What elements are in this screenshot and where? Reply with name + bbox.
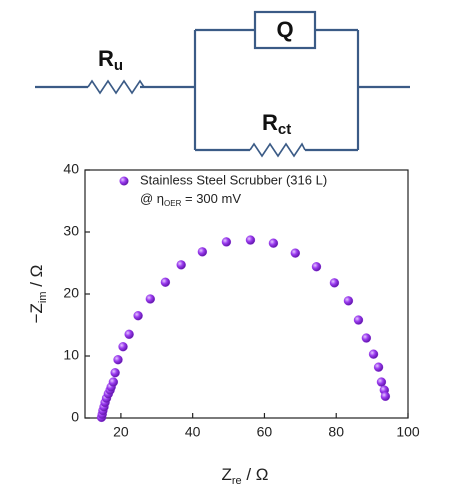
x-tick-label: 40 <box>185 424 201 440</box>
data-point <box>311 262 322 272</box>
data-point <box>145 294 155 304</box>
plot-frame <box>84 169 409 419</box>
y-label-unit: / Ω <box>27 265 46 292</box>
x-tick-label: 60 <box>257 424 273 440</box>
resistor-ru <box>87 79 145 95</box>
y-tick-label: 40 <box>63 161 79 177</box>
rct-sub: ct <box>278 121 291 138</box>
data-point <box>376 377 387 387</box>
q-label: Q <box>276 17 293 42</box>
rct-main: R <box>262 110 278 135</box>
y-tick-label: 20 <box>63 285 79 301</box>
y-label-sub: im <box>37 291 49 303</box>
y-axis-label: −Zim / Ω <box>27 265 48 324</box>
data-point <box>268 238 279 248</box>
annotation-post: = 300 mV <box>181 191 241 206</box>
rct-label: Rct <box>262 110 291 138</box>
x-label-unit: / Ω <box>242 465 269 484</box>
x-tick-label: 20 <box>113 424 129 440</box>
data-point <box>118 342 128 352</box>
x-tick-label: 80 <box>328 424 344 440</box>
x-axis-label: Zre / Ω <box>221 465 268 486</box>
data-point <box>197 247 208 257</box>
ru-sub: u <box>114 57 123 74</box>
data-point <box>110 368 120 378</box>
x-tick-label: 100 <box>396 424 420 440</box>
circuit: Q Ru Rct <box>35 10 410 158</box>
data-point <box>124 329 134 339</box>
legend-marker <box>119 176 129 186</box>
y-tick-label: 10 <box>63 347 79 363</box>
annotation-pre: @ η <box>140 191 164 206</box>
data-point <box>133 311 143 321</box>
y-tick-label: 0 <box>71 409 79 425</box>
resistor-rct <box>249 142 306 158</box>
data-point <box>113 355 123 365</box>
annotation-sub: OER <box>164 199 182 208</box>
data-point <box>353 315 364 325</box>
data-point <box>221 237 232 247</box>
legend-entry: Stainless Steel Scrubber (316 L) <box>140 172 327 187</box>
data-point <box>160 277 171 287</box>
data-point <box>368 349 379 359</box>
y-label-main: −Z <box>27 303 46 323</box>
cpe-box <box>253 10 317 50</box>
data-point <box>176 260 186 270</box>
data-point <box>373 362 384 372</box>
x-label-sub: re <box>232 475 242 487</box>
data-point <box>290 248 300 258</box>
data-point <box>343 296 354 306</box>
annotation: @ ηOER = 300 mV <box>140 191 241 208</box>
ru-label: Ru <box>98 46 123 74</box>
data-point <box>361 333 372 343</box>
y-tick-label: 30 <box>63 223 79 239</box>
ru-main: R <box>98 46 114 71</box>
data-point <box>245 235 256 245</box>
data-point <box>380 391 391 401</box>
data-point <box>329 278 340 288</box>
wire <box>35 28 410 152</box>
x-label-main: Z <box>221 465 231 484</box>
data-point <box>108 377 119 387</box>
